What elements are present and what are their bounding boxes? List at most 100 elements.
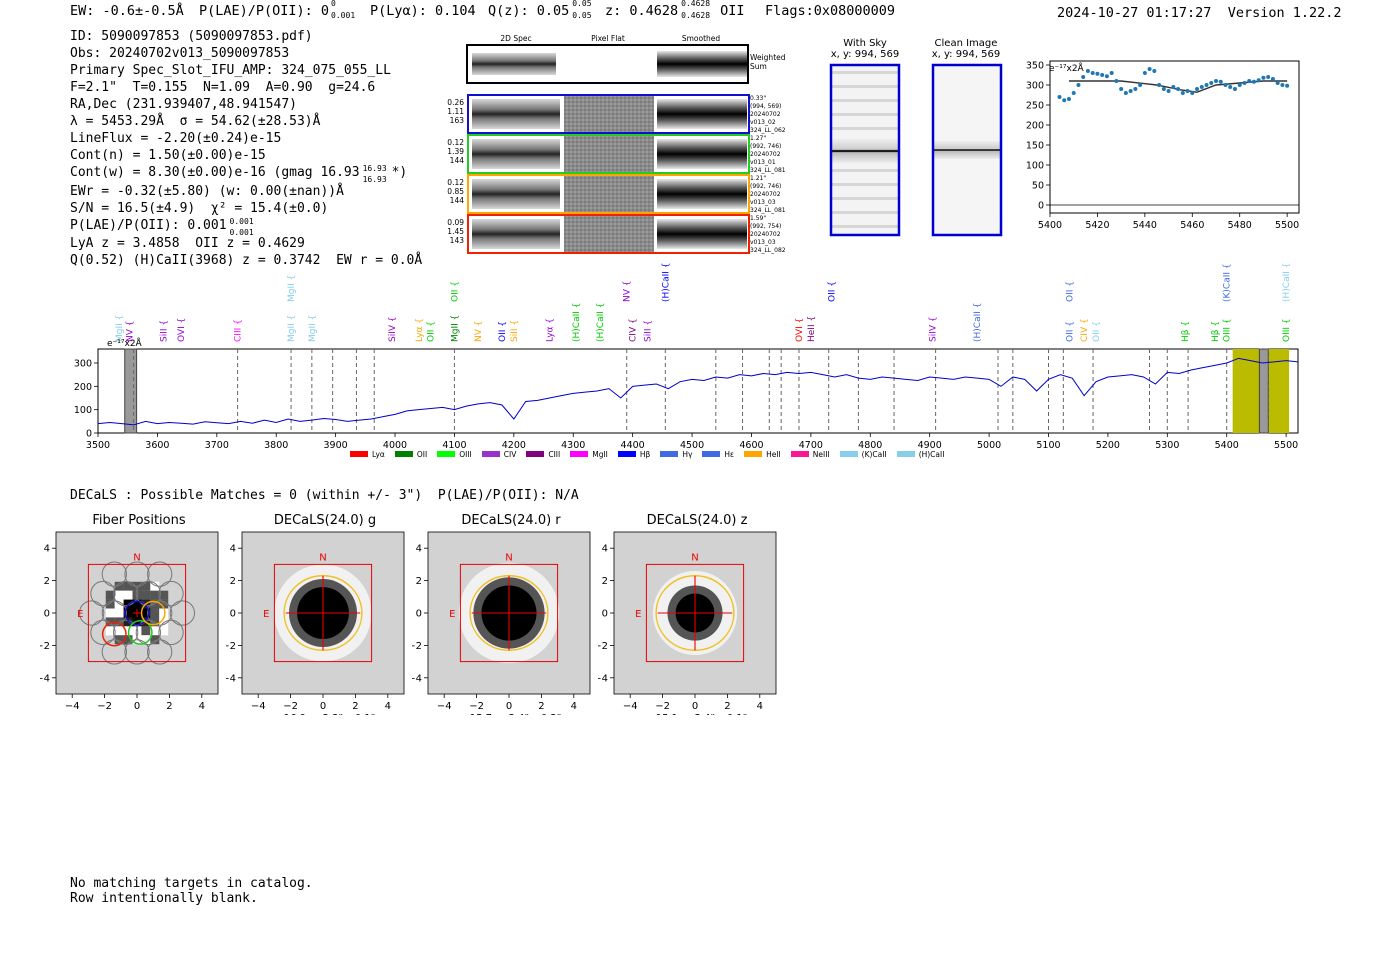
mini-data-point: [1195, 87, 1199, 91]
decals-ytick-label: −2: [226, 641, 236, 652]
mini-data-point: [1129, 89, 1133, 93]
decals-xtick-label: 0: [692, 701, 698, 712]
mini-data-point: [1223, 83, 1227, 87]
mini-data-point: [1086, 69, 1090, 73]
mini-data-point: [1214, 79, 1218, 83]
north-label: N: [505, 552, 512, 563]
mini-data-point: [1200, 85, 1204, 89]
mini-data-point: [1285, 84, 1289, 88]
line-id-label: SiIV {: [929, 316, 939, 342]
decals-panel-caption: m:15.7 re:2.4" s:0.2": [457, 713, 562, 715]
line-id-label: OII {: [450, 281, 460, 302]
decals-xtick-label: −2: [97, 701, 112, 712]
legend-label: Hγ: [682, 450, 692, 459]
line-id-label: CIV {: [629, 318, 639, 342]
legend-swatch: [350, 451, 368, 457]
north-label: N: [133, 552, 140, 563]
row1-values: 0.26 1.11 163: [444, 98, 464, 125]
spectrum-masked-region: [125, 349, 137, 433]
legend-item: CIII: [526, 448, 560, 460]
north-label: N: [691, 552, 698, 563]
mini-xtick-label: 5440: [1133, 220, 1157, 231]
spectrum-xtick-label: 3700: [205, 440, 229, 451]
decals-ytick-label: 4: [416, 544, 422, 555]
header-z: z: 0.4628 0.4628 0.4628 OII: [605, 3, 745, 19]
spectrum-xtick-label: 5100: [1036, 440, 1060, 451]
line-id-label: OIII {: [1282, 318, 1292, 342]
legend-swatch: [395, 451, 413, 457]
mini-data-point: [1186, 89, 1190, 93]
legend-label: Lyα: [372, 450, 385, 459]
header-plya: P(Lyα): 0.104: [370, 3, 476, 19]
decals-xtick-label: 4: [757, 701, 763, 712]
legend-item: MgII: [570, 448, 608, 460]
spectrum-xtick-label: 3500: [86, 440, 110, 451]
mini-data-point: [1190, 91, 1194, 95]
spectrum-plot: MgII {NV {SiII {OVI {CIII {MgII {MgII {M…: [60, 262, 1310, 462]
line-id-label: MgII {: [450, 315, 460, 342]
decals-ytick-label: 2: [416, 576, 422, 587]
line-id-label: (H)CaII {: [973, 303, 983, 343]
line-id-label: Hβ {: [1181, 321, 1191, 342]
mini-data-point: [1181, 91, 1185, 95]
decals-ytick-label: 2: [230, 576, 236, 587]
legend-item: HeII: [744, 448, 781, 460]
cutout-row-4: [468, 215, 749, 253]
decals-xtick-label: −4: [437, 701, 452, 712]
line-id-label: OII {: [1065, 321, 1075, 342]
spectrum-ytick-label: 100: [74, 405, 92, 416]
mini-data-point: [1238, 83, 1242, 87]
mini-data-point: [1110, 71, 1114, 75]
spectrum-ytick-label: 0: [86, 429, 92, 440]
legend-swatch: [437, 451, 455, 457]
decals-ytick-label: 4: [230, 544, 236, 555]
line-id-label: OII {: [1092, 321, 1102, 342]
sky-images: [829, 63, 1004, 237]
east-label: E: [77, 609, 83, 620]
decals-panel-caption: m:16.9 re:2.3" s:0.1": [271, 713, 376, 715]
legend-item: OII: [395, 448, 427, 460]
mini-data-point: [1242, 81, 1246, 85]
legend-swatch: [702, 451, 720, 457]
legend-swatch: [791, 451, 809, 457]
decals-ytick-label: 0: [416, 609, 422, 620]
mini-data-point: [1114, 79, 1118, 83]
mini-xtick-label: 5400: [1038, 220, 1062, 231]
mini-data-point: [1138, 83, 1142, 87]
line-id-label: OVI {: [795, 318, 805, 342]
weighted-sum-label: Weighted Sum: [750, 53, 796, 71]
mini-data-point: [1062, 98, 1066, 102]
row4-meta: 1.59" (992, 754) 20240702 v013_03 324_LL_082: [750, 215, 786, 255]
info-fiber: F=2.1" T=0.155 N=1.09 A=0.90 g=24.6: [70, 79, 422, 96]
col-title-2d-spec: 2D Spec: [486, 34, 546, 43]
mini-xtick-label: 5500: [1275, 220, 1299, 231]
legend-label: OII: [417, 450, 427, 459]
legend-item: NeIII: [791, 448, 830, 460]
mini-data-point: [1124, 91, 1128, 95]
line-id-label: (H)CaII {: [572, 303, 582, 343]
spectrum-ytick-label: 200: [74, 382, 92, 393]
line-id-label: SiII {: [159, 320, 169, 342]
mini-data-point: [1176, 87, 1180, 91]
decals-panel-r: DECaLS(24.0) r N E 4 2 0 −2 −4 −4 −2 0 2 4 m:15.7 re:…: [412, 510, 598, 715]
legend-item: Hγ: [660, 448, 692, 460]
mini-data-point: [1233, 87, 1237, 91]
line-id-label: CIII {: [234, 319, 244, 342]
decals-xtick-label: 2: [166, 701, 172, 712]
col-title-pixel-flat: Pixel Flat: [578, 34, 638, 43]
legend-swatch: [840, 451, 858, 457]
legend-label: MgII: [592, 450, 608, 459]
spectrum-xtick-label: 3900: [324, 440, 348, 451]
mini-ytick-label: 50: [1032, 181, 1044, 192]
info-plae: P(LAE)/P(OII): 0.001 0.001 0.001: [70, 217, 422, 235]
legend-label: Hβ: [640, 450, 650, 459]
decals-ytick-label: −2: [412, 641, 422, 652]
spectrum-xtick-label: 5000: [977, 440, 1001, 451]
legend-label: OIII: [459, 450, 472, 459]
line-id-label: (H)CaII {: [596, 303, 606, 343]
spectrum-xtick-label: 5400: [1215, 440, 1239, 451]
legend-label: Hε: [724, 450, 734, 459]
legend-swatch: [482, 451, 500, 457]
decals-ytick-label: −4: [598, 673, 608, 684]
line-id-label: OII {: [1065, 281, 1075, 302]
